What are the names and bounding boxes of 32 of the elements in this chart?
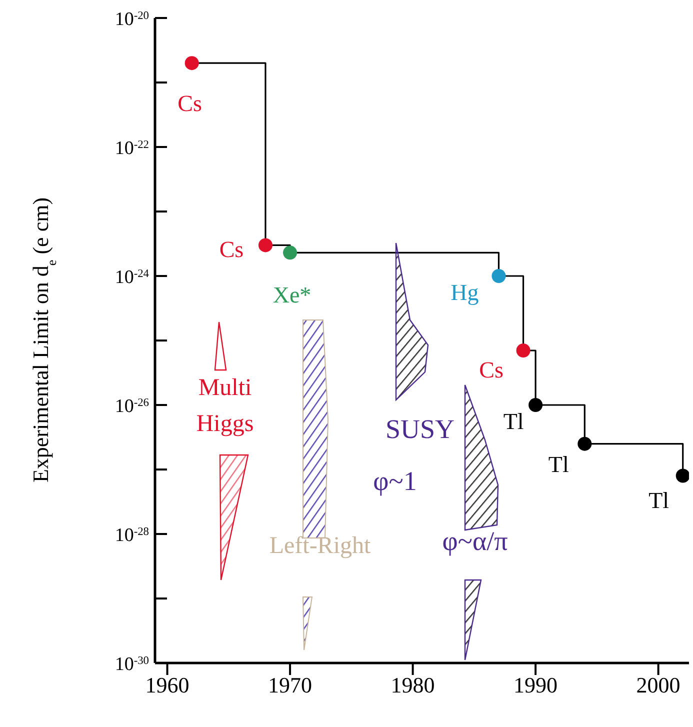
x-tick-label: 1970 <box>268 672 312 698</box>
annotation: SUSY <box>385 414 455 444</box>
annotation: Left-Right <box>269 533 371 559</box>
point <box>528 398 543 412</box>
point <box>578 436 592 451</box>
y-tick-label: 10$^{-22}$ <box>114 138 150 159</box>
annotation: Xe* <box>272 282 312 308</box>
y-tick-label: 10$^{-30}$ <box>114 654 150 675</box>
annotation: Multi Higgs <box>196 375 254 437</box>
y-tick-label: 10$^{-24}$ <box>114 267 150 288</box>
x-tick-label: 1960 <box>145 672 190 698</box>
annotation: Cs <box>479 357 504 382</box>
annotation: Cs <box>219 237 244 262</box>
annotation: Tl <box>648 488 670 513</box>
annotation: φ~1 <box>373 466 417 496</box>
x-tick-label: 1980 <box>390 672 435 698</box>
point <box>676 468 689 483</box>
point <box>516 343 530 358</box>
x-tick-label: 2000 <box>636 672 680 698</box>
point <box>184 56 199 70</box>
y-tick-label: 10$^{-26}$ <box>114 396 150 417</box>
point <box>492 269 506 283</box>
y-tick-label: 10$^{-28}$ <box>114 525 150 546</box>
annotation: φ~α/π <box>442 526 508 556</box>
y-tick-label: 10$^{-20}$ <box>114 9 150 30</box>
annotation: Tl <box>503 409 524 434</box>
point <box>283 246 298 260</box>
x-tick-label: 1990 <box>514 672 558 698</box>
annotation: Tl <box>548 452 569 477</box>
annotation: Hg <box>450 280 480 305</box>
annotation: Cs <box>178 91 202 116</box>
point <box>258 238 272 252</box>
